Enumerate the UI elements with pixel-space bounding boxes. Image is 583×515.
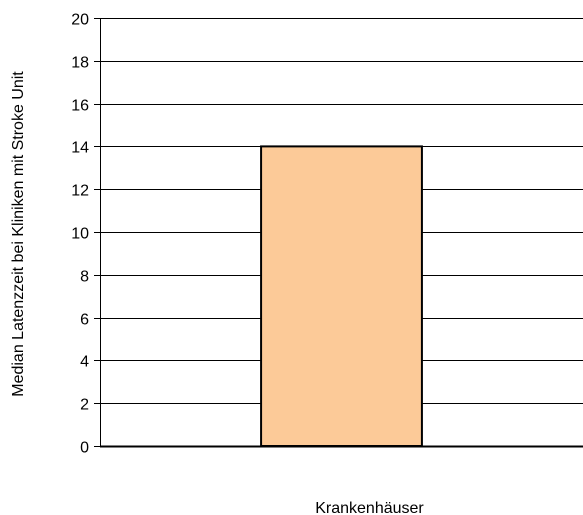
bars: [260, 145, 423, 447]
y-tick-label: 18: [71, 55, 89, 72]
y-tick-label: 20: [71, 12, 89, 29]
bar: [260, 145, 423, 447]
y-tick-label: 16: [71, 98, 89, 115]
y-axis-title: Median Latenzzeit bei Kliniken mit Strok…: [10, 71, 27, 397]
y-tick-label: 4: [80, 354, 89, 371]
y-tick-label: 2: [80, 397, 89, 414]
y-tick-labels: 0 2 4 6 8 10 12 14 16 18 20: [71, 12, 89, 457]
y-tick-label: 10: [71, 226, 89, 243]
y-tick-label: 0: [80, 440, 89, 457]
axes: [94, 18, 583, 448]
x-axis-title: Krankenhäuser: [315, 500, 424, 515]
y-tick-label: 12: [71, 183, 89, 200]
y-tick-label: 6: [80, 312, 89, 329]
y-tick-label: 8: [80, 269, 89, 286]
y-tick-label: 14: [71, 140, 89, 157]
